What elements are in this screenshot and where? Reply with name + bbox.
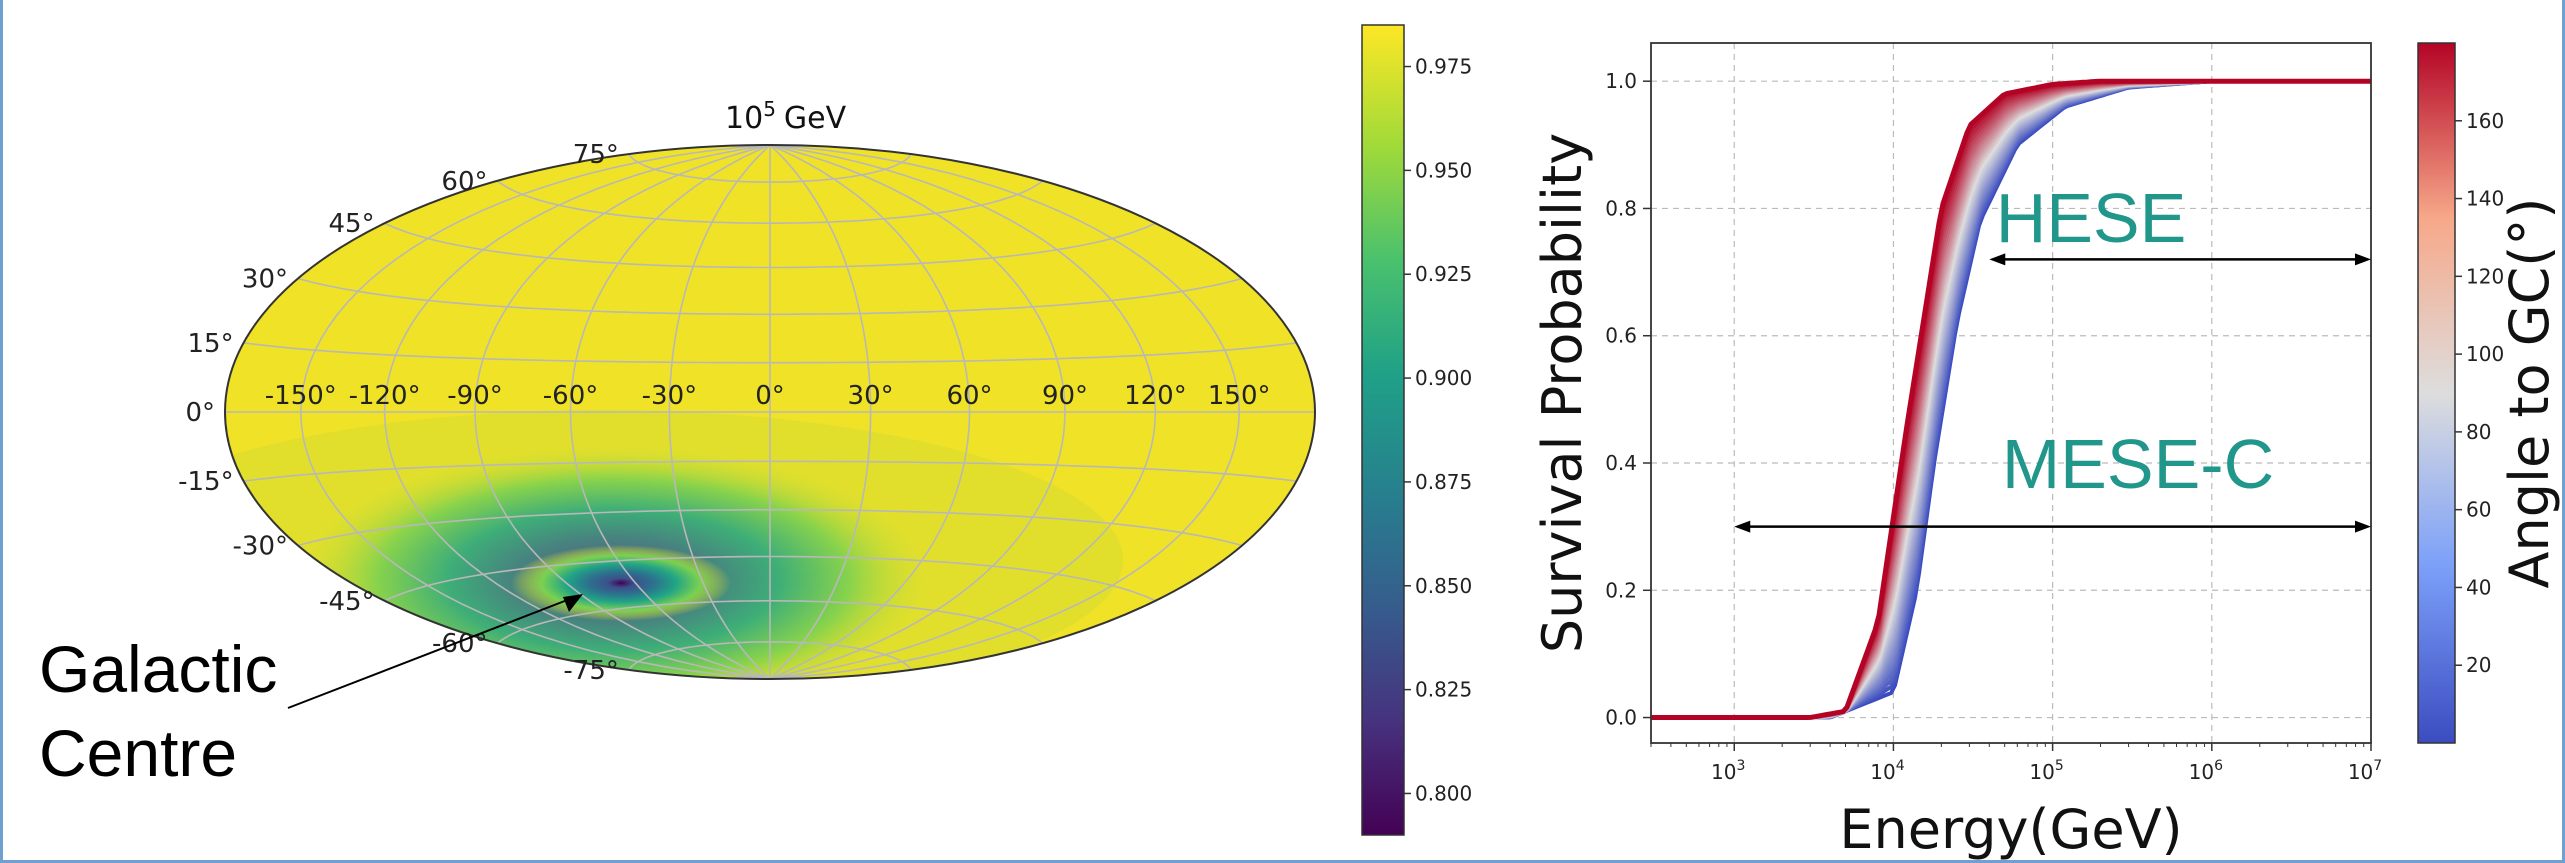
sky-map: 105 GeV -150° -120° -90° -60° -30° 0° 30° 60° 90°… <box>178 97 1316 686</box>
longitude-label: -150° <box>265 381 337 411</box>
longitude-label: 120° <box>1124 381 1187 411</box>
right-colorbar-tick-label: 100 <box>2466 342 2504 366</box>
latitude-labels: 75° 60° 45° 30° 15° 0° -15° -30° -45° -60° -75° <box>178 140 619 686</box>
galactic-centre-arrowhead <box>563 594 583 612</box>
parallel-line <box>628 153 912 183</box>
longitude-label: 90° <box>1042 381 1088 411</box>
mese-c-arrowhead-left <box>1734 520 1751 533</box>
x-tick-label: 103 <box>1711 758 1745 784</box>
parallel-line <box>297 508 1243 547</box>
longitude-label: 150° <box>1208 381 1271 411</box>
left-colorbar-tick-label: 0.975 <box>1415 55 1472 79</box>
left-colorbar-tick-label: 0.875 <box>1415 470 1472 494</box>
y-axis-ticks: 0.0 0.2 0.4 0.6 0.8 1.0 <box>1605 69 1651 730</box>
sky-map-outline <box>224 144 1316 680</box>
x-axis-label: Energy(GeV) <box>1839 798 2182 861</box>
longitude-label: -60° <box>543 381 598 411</box>
y-tick-label: 1.0 <box>1605 69 1637 93</box>
parallel-line <box>243 342 1297 364</box>
latitude-label: 15° <box>188 329 234 359</box>
longitude-label: 30° <box>848 381 894 411</box>
parallel-line <box>297 277 1243 316</box>
parallel-line <box>497 600 1043 644</box>
mese-c-label: MESE-C <box>2002 425 2274 503</box>
sky-map-graticule <box>225 145 1315 679</box>
parallel-line <box>384 555 1156 602</box>
right-colorbar-ticks: 20 40 60 80 100 120 140 160 <box>2455 109 2504 677</box>
left-colorbar-ticks: 0.975 0.950 0.925 0.900 0.875 0.850 0.825 0.800 <box>1404 55 1472 805</box>
sky-map-title: 105 GeV <box>725 97 847 136</box>
parallel-line <box>497 180 1043 224</box>
right-colorbar-tick-label: 60 <box>2466 498 2491 522</box>
left-colorbar: 0.975 0.950 0.925 0.900 0.875 0.850 0.825 0.800 <box>1361 24 1472 836</box>
parallel-line <box>628 641 912 671</box>
galactic-label: Galactic <box>39 632 277 706</box>
latitude-label: 30° <box>242 265 288 295</box>
hese-arrowhead-right <box>2355 253 2371 266</box>
latitude-label: -30° <box>233 532 288 562</box>
survival-plot: 103 104 105 106 107 0.0 0.2 0.4 0.6 0.8 1.0 Energ… <box>1531 42 2382 861</box>
y-tick-label: 0.4 <box>1605 451 1637 475</box>
left-colorbar-tick-label: 0.925 <box>1415 262 1472 286</box>
y-tick-label: 0.0 <box>1605 706 1637 730</box>
x-tick-label: 104 <box>1870 758 1904 784</box>
x-tick-label: 107 <box>2348 758 2382 784</box>
left-colorbar-tick-label: 0.825 <box>1415 678 1472 702</box>
survival-curves <box>1651 78 2371 720</box>
longitude-label: 60° <box>946 381 992 411</box>
galactic-centre-arrow <box>287 596 576 709</box>
figure-svg: 105 GeV -150° -120° -90° -60° -30° 0° 30° 60° 90°… <box>39 24 2561 861</box>
right-colorbar: 20 40 60 80 100 120 140 160 Angle to GC(°) <box>2417 42 2561 744</box>
mese-c-arrowhead-right <box>2355 520 2371 533</box>
latitude-label: 60° <box>441 167 487 197</box>
parallel-line <box>243 460 1297 482</box>
left-colorbar-tick-label: 0.950 <box>1415 158 1472 182</box>
longitude-label: 0° <box>755 381 785 411</box>
longitude-label: -90° <box>447 381 502 411</box>
latitude-label: -45° <box>319 587 374 617</box>
longitude-label: -30° <box>642 381 697 411</box>
right-colorbar-tick-label: 40 <box>2466 575 2491 599</box>
right-colorbar-label: Angle to GC(°) <box>2498 198 2561 589</box>
longitude-labels: -150° -120° -90° -60° -30° 0° 30° 60° 90° 120° 150… <box>265 381 1271 411</box>
plot-frame <box>1650 42 2372 744</box>
y-tick-label: 0.8 <box>1605 196 1637 220</box>
x-tick-label: 105 <box>2029 758 2063 784</box>
hese-arrowhead-left <box>1989 253 2006 266</box>
right-colorbar-tick-label: 120 <box>2466 264 2504 288</box>
longitude-label: -120° <box>349 381 421 411</box>
right-colorbar-tick-label: 80 <box>2466 420 2491 444</box>
left-colorbar-bar <box>1361 24 1405 836</box>
range-annotations <box>1734 253 2371 533</box>
survival-curve <box>1651 78 2371 720</box>
latitude-label: 45° <box>329 209 375 239</box>
x-tick-label: 106 <box>2189 758 2223 784</box>
hese-label: HESE <box>1996 179 2187 257</box>
y-tick-label: 0.2 <box>1605 578 1637 602</box>
left-colorbar-tick-label: 0.850 <box>1415 574 1472 598</box>
right-colorbar-tick-label: 160 <box>2466 109 2504 133</box>
x-axis-ticks: 103 104 105 106 107 <box>1650 743 2382 784</box>
galactic-centre-annotation: Galactic Centre <box>39 594 583 790</box>
right-colorbar-bar <box>2417 42 2456 744</box>
y-tick-label: 0.6 <box>1605 324 1637 348</box>
left-colorbar-tick-label: 0.800 <box>1415 781 1472 805</box>
right-colorbar-tick-label: 140 <box>2466 187 2504 211</box>
left-colorbar-tick-label: 0.900 <box>1415 366 1472 390</box>
latitude-label: 75° <box>573 140 619 170</box>
latitude-label: -15° <box>178 467 233 497</box>
y-axis-label: Survival Probability <box>1531 133 1594 653</box>
parallel-line <box>384 222 1156 269</box>
latitude-label: 0° <box>185 398 215 428</box>
centre-label: Centre <box>39 716 237 790</box>
latitude-label: -75° <box>563 656 618 686</box>
right-colorbar-tick-label: 20 <box>2466 653 2491 677</box>
